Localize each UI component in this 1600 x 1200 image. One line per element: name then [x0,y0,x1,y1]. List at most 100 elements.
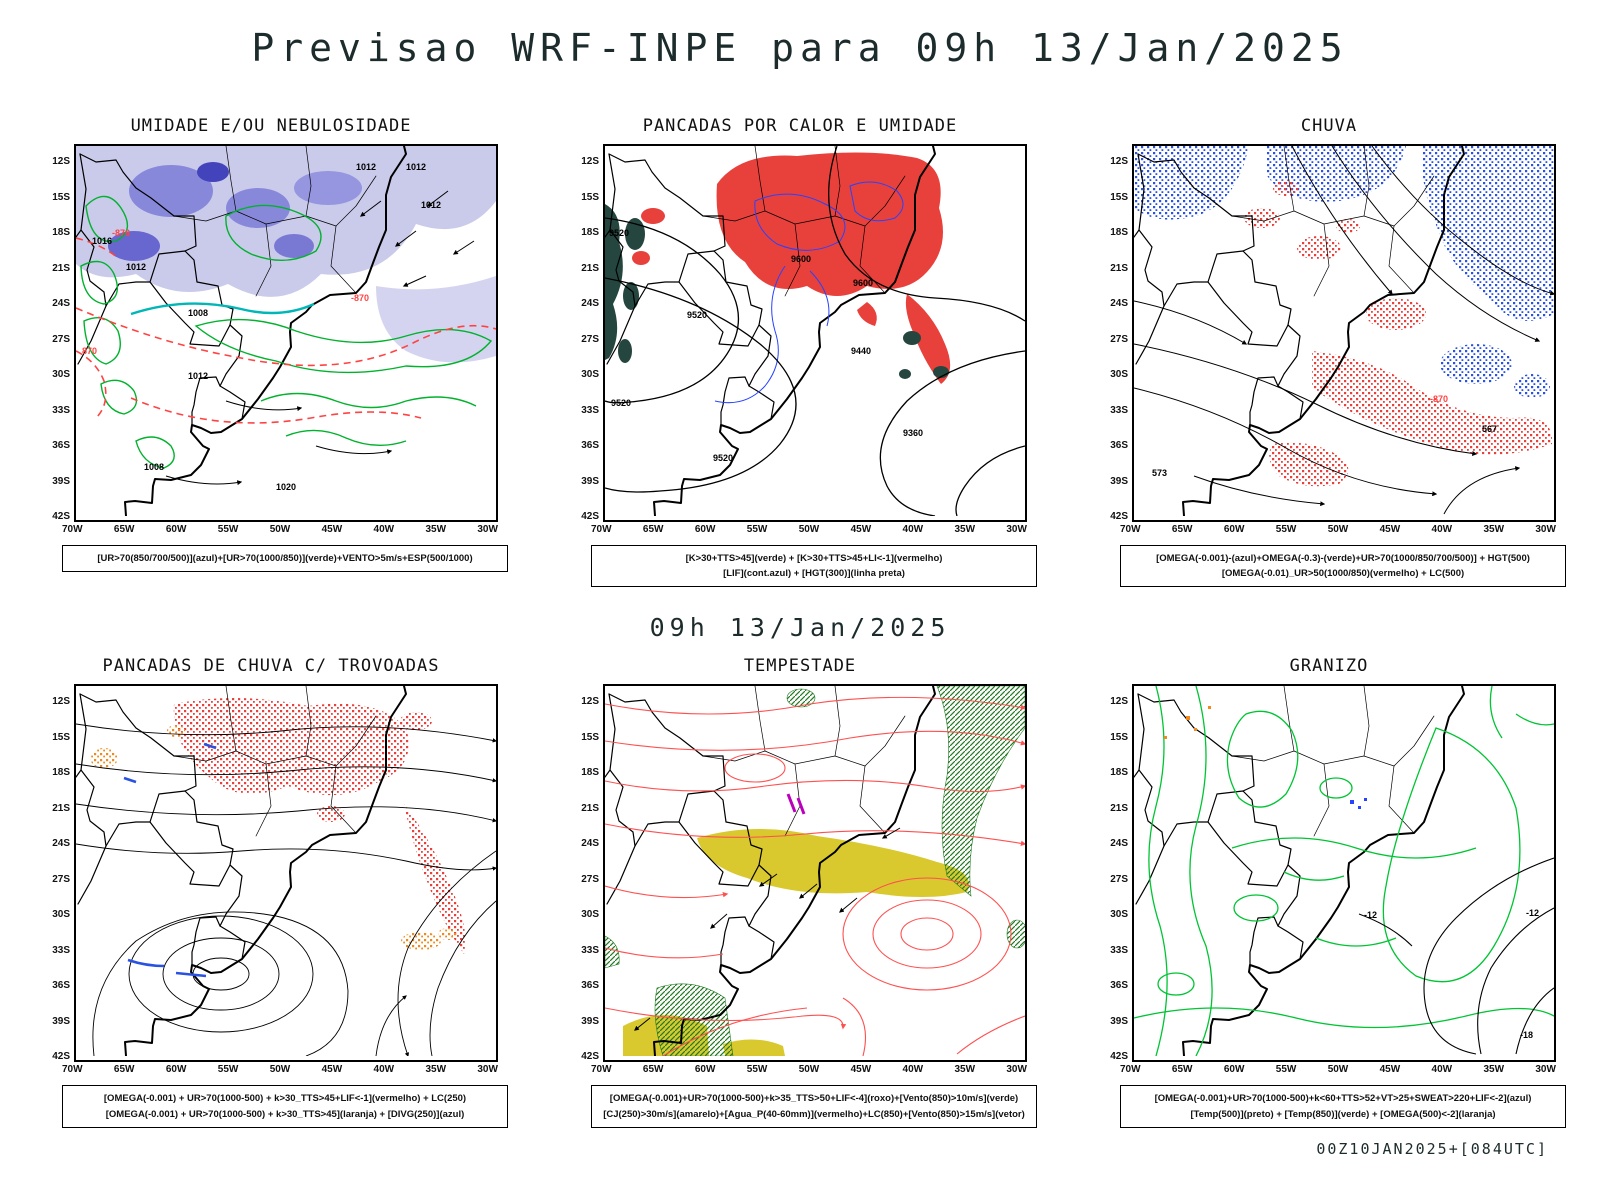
lon-tick-label: 35W [954,524,976,535]
lon-tick-label: 45W [850,1064,872,1076]
lat-tick-label: 15S [52,731,70,743]
map-row: 12S 15S 18S 21S 24S 27S 30S 33S 36S 39S 42S [44,684,498,1063]
valid-time-heading: 09h 13/Jan/2025 [649,613,951,643]
height-labels: 9520 9600 9600 9520 9440 9360 9520 9520 [609,228,923,463]
lon-tick-label: 45W [850,524,872,535]
lat-tick-label: 33S [52,404,70,416]
panel-title-chuva: CHUVA [1300,116,1358,136]
lon-tick-label: 60W [165,1064,187,1076]
lon-tick-label: 70W [1120,1064,1141,1076]
lat-tick-label: 33S [1110,944,1128,956]
red-dashed-thickness-contours [76,237,496,424]
map-row: 12S 15S 18S 21S 24S 27S 30S 33S 36S 39S 42S [44,144,498,522]
map-pancadas-calor: 9520 9600 9600 9520 9440 9360 9520 9520 [603,144,1027,522]
terrain-teal-patches [605,204,949,379]
lon-tick-label: 30W [1006,524,1027,535]
heat-shower-red-areas [632,152,951,384]
lon-tick-label: 45W [321,1064,343,1076]
lon-tick-label: 55W [217,1064,239,1076]
lat-tick-label: 42S [1110,1051,1128,1063]
lat-tick-label: 39S [52,1015,70,1027]
contour-label: -870 [351,293,369,303]
caption-line: [Temp(500)](preto) + [Temp(850)](verde) … [1190,1108,1496,1120]
contour-label: 1012 [356,162,376,172]
lat-tick-label: 27S [581,873,599,885]
lat-tick-label: 33S [52,944,70,956]
lat-tick-label: 24S [52,298,70,309]
panel-title-pancadas-calor: PANCADAS POR CALOR E UMIDADE [642,116,958,136]
lat-tick-label: 21S [1110,262,1128,274]
contour-label: 573 [1152,468,1167,478]
lif-blue-contours [714,181,904,404]
lon-tick-label: 35W [425,1064,447,1076]
lat-tick-label: 12S [52,156,70,167]
lat-axis: 12S 15S 18S 21S 24S 27S 30S 33S 36S 39S 42S [44,144,74,522]
caption-chuva: [OMEGA(-0.001)-(azul)+OMEGA(-0.3)-(verde… [1120,545,1566,588]
height-black-contours [605,146,1025,516]
contour-label: 9520 [713,453,733,463]
lon-tick-label: 30W [1535,1064,1556,1076]
caption-trovoadas: [OMEGA(-0.001) + UR>70(1000-500) + k>30_… [62,1085,508,1128]
lat-tick-label: 36S [581,440,599,451]
caption-line: [LIF](cont.azul) + [HGT(300)](linha pret… [723,568,905,580]
map-svg-chuva: 573 567 -870 [1134,146,1554,516]
lon-axis: 70W 65W 60W 55W 50W 45W 40W 35W 30W [591,1062,1041,1075]
lat-tick-label: 12S [581,156,599,167]
lon-tick-label: 35W [425,524,447,535]
lat-tick-label: 39S [581,1015,599,1027]
contour-label: -12 [1364,910,1377,920]
map-umidade: 1012 1012 1012 1016 1012 1008 1012 1008 … [74,144,498,522]
lat-tick-label: 39S [581,475,599,487]
lat-tick-label: 18S [1110,227,1128,238]
temperature-labels: -12 -12 -18 [1364,908,1539,1040]
panel-umidade: UMIDADE E/OU NEBULOSIDADE 12S 15S 18S 21S 24… [44,116,508,587]
contour-label: 1020 [276,482,296,492]
lon-tick-label: 40W [373,524,395,535]
lon-tick-label: 50W [1327,524,1349,535]
lat-tick-label: 18S [52,767,70,779]
bottom-row: PANCADAS DE CHUVA C/ TROVOADAS 12S 15S 18S… [44,656,1566,1128]
panel-title-umidade: UMIDADE E/OU NEBULOSIDADE [130,116,412,136]
lat-tick-label: 42S [581,1051,599,1063]
lat-tick-label: 30S [52,369,70,380]
lat-tick-label: 36S [1110,980,1128,992]
caption-line: [OMEGA(-0.001)-(azul)+OMEGA(-0.3)-(verde… [1156,553,1530,564]
lon-tick-label: 60W [694,1064,716,1076]
lat-tick-label: 36S [1110,440,1128,451]
lon-tick-label: 40W [902,1064,924,1076]
lat-tick-label: 42S [581,511,599,522]
lat-tick-label: 24S [581,838,599,850]
lat-tick-label: 12S [1110,156,1128,167]
lat-tick-label: 21S [1110,802,1128,814]
lat-tick-label: 27S [52,333,70,345]
lat-tick-label: 30S [1110,909,1128,921]
contour-label: 1012 [126,262,146,272]
caption-line: [OMEGA(-0.001)+UR>70(1000-500)+k>35_TTS>… [609,1093,1019,1105]
map-row: 12S 15S 18S 21S 24S 27S 30S 33S 36S 39S 42S [1102,684,1556,1063]
lon-axis: 70W 65W 60W 55W 50W 45W 40W 35W 30W [1120,1062,1570,1075]
panel-title-trovoadas: PANCADAS DE CHUVA C/ TROVOADAS [102,656,440,677]
lon-tick-label: 70W [1120,524,1141,535]
lon-tick-label: 65W [1171,1064,1193,1076]
contour-label: 870 [82,346,97,356]
lon-tick-label: 50W [1327,1064,1349,1076]
lat-axis: 12S 15S 18S 21S 24S 27S 30S 33S 36S 39S 42S [573,684,603,1062]
lat-tick-label: 36S [52,980,70,992]
lat-axis: 12S 15S 18S 21S 24S 27S 30S 33S 36S 39S 42S [1102,684,1132,1062]
lat-tick-label: 36S [52,440,70,451]
lon-tick-label: 55W [746,524,768,535]
lon-tick-label: 35W [1483,524,1505,535]
caption-line: [OMEGA(-0.001) + UR>70(1000-500) + k>30_… [105,1108,465,1120]
lon-tick-label: 60W [694,524,716,535]
lat-tick-label: 42S [52,1051,70,1063]
lon-tick-label: 70W [591,524,612,535]
height-streamlines [1134,146,1554,515]
lat-axis: 12S 15S 18S 21S 24S 27S 30S 33S 36S 39S 42S [44,684,74,1062]
lon-axis: 70W 65W 60W 55W 50W 45W 40W 35W 30W [1120,522,1570,535]
lon-tick-label: 70W [591,1064,612,1076]
lon-tick-label: 50W [798,524,820,535]
humidity-shading-layer [76,146,496,363]
omega-orange-marks [1164,706,1211,740]
lat-tick-label: 15S [1110,731,1128,743]
lon-tick-label: 45W [321,524,343,535]
